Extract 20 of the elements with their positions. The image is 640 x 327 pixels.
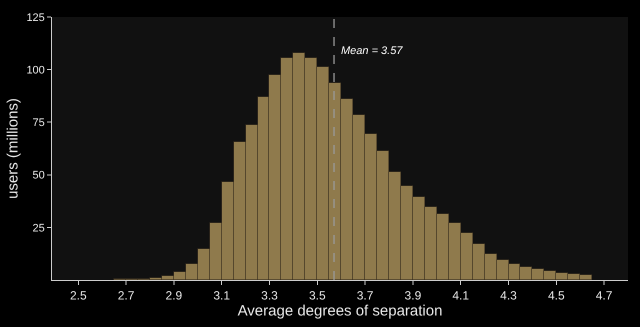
x-tick-label: 4.7 bbox=[596, 288, 613, 302]
x-tick-label: 3.3 bbox=[261, 288, 278, 302]
y-tick-label: 25 bbox=[32, 222, 45, 234]
y-tick-label: 125 bbox=[26, 12, 45, 24]
x-tick-label: 3.9 bbox=[404, 288, 422, 302]
ref-line-label: Mean = 3.57 bbox=[341, 45, 404, 57]
x-axis-title: Average degrees of separation bbox=[238, 302, 442, 320]
y-tick-label: 75 bbox=[32, 117, 45, 130]
y-tick-label: 100 bbox=[26, 64, 45, 76]
x-tick-label: 4.1 bbox=[452, 288, 470, 302]
x-tick-label: 2.5 bbox=[70, 288, 87, 302]
y-tick-label: 50 bbox=[32, 170, 45, 182]
y-axis-title: users (millions) bbox=[4, 98, 22, 199]
x-tick-label: 3.7 bbox=[356, 288, 374, 302]
x-tick-label: 2.7 bbox=[118, 288, 135, 302]
x-tick-label: 2.9 bbox=[166, 288, 183, 302]
x-tick-label: 4.5 bbox=[548, 288, 565, 302]
x-tick-label: 3.1 bbox=[213, 288, 230, 302]
x-tick-label: 3.5 bbox=[308, 288, 326, 302]
x-tick-label: 4.3 bbox=[500, 288, 518, 302]
